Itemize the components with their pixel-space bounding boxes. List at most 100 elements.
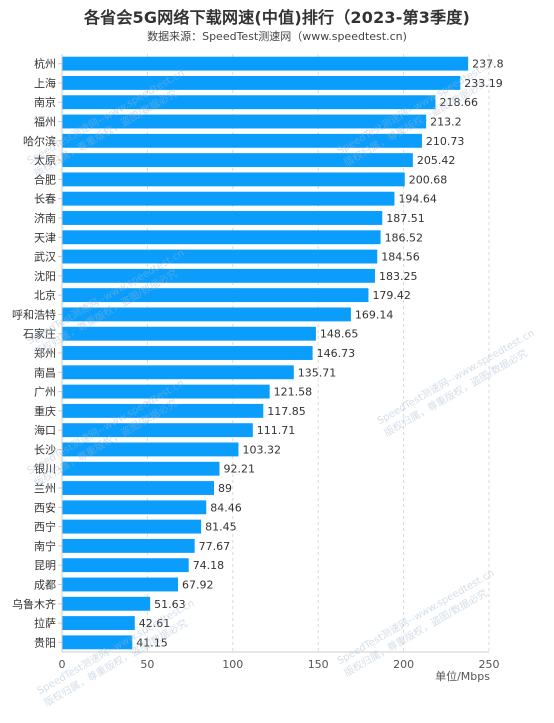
bar (62, 461, 220, 476)
chart-subtitle: 数据来源：SpeedTest测速网（www.speedtest.cn) (147, 30, 407, 43)
category-label: 济南 (34, 211, 56, 225)
value-label: 146.73 (317, 347, 356, 360)
value-label: 169.14 (355, 308, 394, 321)
bar (62, 384, 270, 399)
value-label: 184.56 (381, 251, 420, 264)
value-label: 237.8 (472, 58, 504, 71)
bar (62, 211, 383, 225)
category-label: 乌鲁木齐 (12, 597, 56, 611)
category-label: 福州 (34, 115, 56, 129)
category-label: 南宁 (34, 539, 56, 553)
category-label: 北京 (34, 288, 56, 302)
bar (62, 307, 351, 322)
category-label: 广州 (34, 386, 56, 399)
value-label: 51.63 (154, 598, 186, 611)
category-label: 重庆 (34, 404, 56, 418)
bar (62, 442, 239, 457)
x-tick-label: 150 (308, 658, 329, 671)
bar (62, 114, 427, 129)
value-label: 89 (218, 482, 232, 495)
bar (62, 288, 369, 303)
category-label: 长沙 (34, 443, 56, 456)
category-label: 武汉 (34, 251, 56, 264)
value-label: 121.58 (274, 386, 313, 399)
category-label: 贵阳 (34, 636, 56, 649)
bar (62, 249, 378, 264)
category-label: 上海 (34, 76, 56, 90)
bar (62, 577, 179, 592)
value-label: 135.71 (298, 366, 337, 379)
category-label: 沈阳 (34, 269, 56, 283)
value-label: 186.52 (385, 231, 424, 244)
bar (62, 133, 422, 148)
x-tick-label: 50 (140, 658, 154, 671)
value-label: 233.19 (464, 77, 503, 90)
category-label: 合肥 (34, 172, 56, 186)
category-label: 石家庄 (23, 327, 56, 341)
x-axis-unit-label: 单位/Mbps (435, 669, 490, 683)
value-label: 81.45 (205, 521, 237, 534)
category-label: 南京 (34, 95, 56, 109)
bar (62, 153, 413, 168)
bar (62, 268, 375, 283)
value-label: 117.85 (267, 405, 306, 418)
bar (62, 519, 202, 534)
x-tick-label: 250 (479, 658, 500, 671)
value-label: 213.2 (430, 116, 462, 129)
category-label: 拉萨 (34, 616, 56, 630)
value-label: 84.46 (210, 501, 242, 514)
category-label: 哈尔滨 (23, 134, 56, 148)
bar (62, 635, 133, 650)
chart-title: 各省会5G网络下载网速(中值)排行（2023-第3季度) (83, 8, 471, 27)
bar (62, 500, 207, 515)
value-label: 183.25 (379, 270, 418, 283)
value-label: 111.71 (257, 424, 296, 437)
bar (62, 326, 316, 341)
bar (62, 230, 381, 245)
category-label: 兰州 (34, 482, 56, 495)
category-label: 长春 (34, 193, 56, 206)
value-label: 148.65 (320, 328, 359, 341)
category-label: 昆明 (34, 559, 56, 572)
bar (62, 616, 135, 631)
bar (62, 75, 461, 90)
value-label: 218.66 (439, 96, 478, 109)
category-label: 西安 (34, 500, 56, 514)
value-label: 92.21 (223, 463, 255, 476)
bar (62, 481, 215, 495)
value-label: 67.92 (182, 578, 214, 591)
bar (62, 596, 151, 611)
bar (62, 191, 395, 206)
category-label: 杭州 (34, 57, 56, 71)
bar (62, 95, 436, 110)
x-tick-label: 200 (393, 658, 414, 671)
value-label: 103.32 (242, 443, 281, 456)
bar (62, 423, 253, 438)
value-label: 41.15 (136, 636, 168, 649)
bar (62, 365, 294, 380)
category-label: 银川 (34, 462, 56, 476)
bar (62, 346, 313, 360)
bars: 237.8 233.19 218.66 213.2 210.73 205.42 200.68… (62, 56, 504, 650)
value-label: 42.61 (139, 617, 171, 630)
bar (62, 172, 405, 187)
category-label: 西宁 (34, 520, 56, 534)
category-label: 海口 (34, 423, 56, 437)
category-label: 呼和浩特 (12, 307, 56, 321)
value-label: 200.68 (409, 173, 448, 186)
category-label: 天津 (34, 231, 56, 244)
value-label: 77.67 (199, 540, 231, 553)
category-label: 太原 (34, 154, 56, 167)
value-label: 74.18 (193, 559, 225, 572)
x-tick-label: 0 (59, 658, 66, 671)
axes: 0 50 100 150 200 250 杭州上海南京福州哈尔滨太原合肥长春济南天津武汉沈阳… (12, 54, 500, 671)
value-label: 210.73 (426, 135, 465, 148)
bar (62, 403, 264, 418)
category-label: 成都 (34, 578, 56, 591)
value-label: 179.42 (372, 289, 411, 302)
value-label: 194.64 (398, 193, 437, 206)
value-label: 187.51 (386, 212, 425, 225)
category-label: 郑州 (34, 346, 56, 360)
x-tick-label: 100 (222, 658, 243, 671)
